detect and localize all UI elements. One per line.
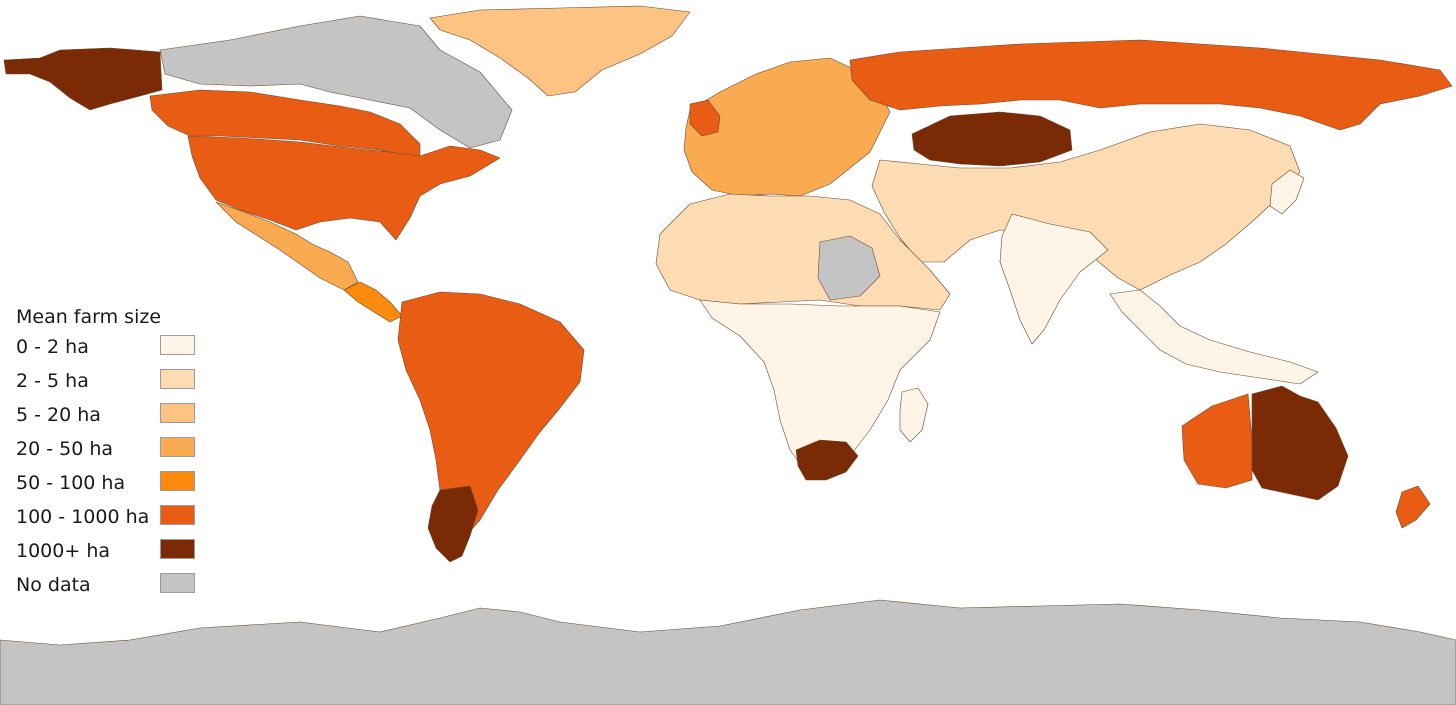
legend-item: 20 - 50 ha: [16, 434, 216, 468]
region-uk-ireland: [689, 99, 721, 137]
region-south-africa: [795, 439, 859, 481]
region-australia-west: [1181, 393, 1253, 489]
legend-swatch: [160, 437, 195, 457]
region-africa-central: [699, 299, 941, 473]
region-mexico: [215, 201, 359, 291]
legend-label: 100 - 1000 ha: [16, 506, 150, 528]
region-kazakhstan: [911, 111, 1073, 167]
region-europe: [683, 57, 891, 197]
region-india: [999, 213, 1109, 345]
region-madagascar: [899, 387, 929, 443]
legend-label: No data: [16, 574, 91, 596]
legend-swatch: [160, 573, 195, 593]
legend-label: 5 - 20 ha: [16, 404, 101, 426]
legend-item: 5 - 20 ha: [16, 400, 216, 434]
legend-swatch: [160, 505, 195, 525]
region-south-america: [397, 291, 585, 539]
legend-label: 1000+ ha: [16, 540, 110, 562]
region-united-states: [187, 135, 501, 241]
region-canada-arctic: [159, 15, 513, 149]
region-patagonia: [427, 485, 479, 563]
region-greenland: [429, 5, 691, 97]
region-asia: [871, 123, 1301, 291]
legend-item: 50 - 100 ha: [16, 468, 216, 502]
legend-item: 1000+ ha: [16, 536, 216, 570]
legend-label: 20 - 50 ha: [16, 438, 114, 460]
region-japan: [1269, 169, 1305, 215]
region-southeast-asia: [1109, 289, 1319, 385]
region-russia: [849, 39, 1453, 131]
legend-swatch: [160, 539, 195, 559]
legend-title: Mean farm size: [16, 306, 162, 328]
region-australia-east: [1251, 385, 1349, 501]
legend-item: 2 - 5 ha: [16, 366, 216, 400]
legend-swatch: [160, 369, 195, 389]
region-new-zealand: [1395, 485, 1431, 529]
legend-item: 0 - 2 ha: [16, 332, 216, 366]
region-antarctica: [0, 599, 1456, 705]
legend-swatch: [160, 335, 195, 355]
legend-label: 0 - 2 ha: [16, 336, 89, 358]
legend-label: 2 - 5 ha: [16, 370, 89, 392]
legend-item: No data: [16, 570, 216, 604]
legend-swatch: [160, 471, 195, 491]
map-legend: Mean farm size 0 - 2 ha 2 - 5 ha 5 - 20 ha…: [16, 302, 216, 604]
legend-swatch: [160, 403, 195, 423]
region-sudan: [817, 235, 881, 301]
legend-item: 100 - 1000 ha: [16, 502, 216, 536]
region-alaska: [3, 47, 163, 111]
legend-label: 50 - 100 ha: [16, 472, 126, 494]
